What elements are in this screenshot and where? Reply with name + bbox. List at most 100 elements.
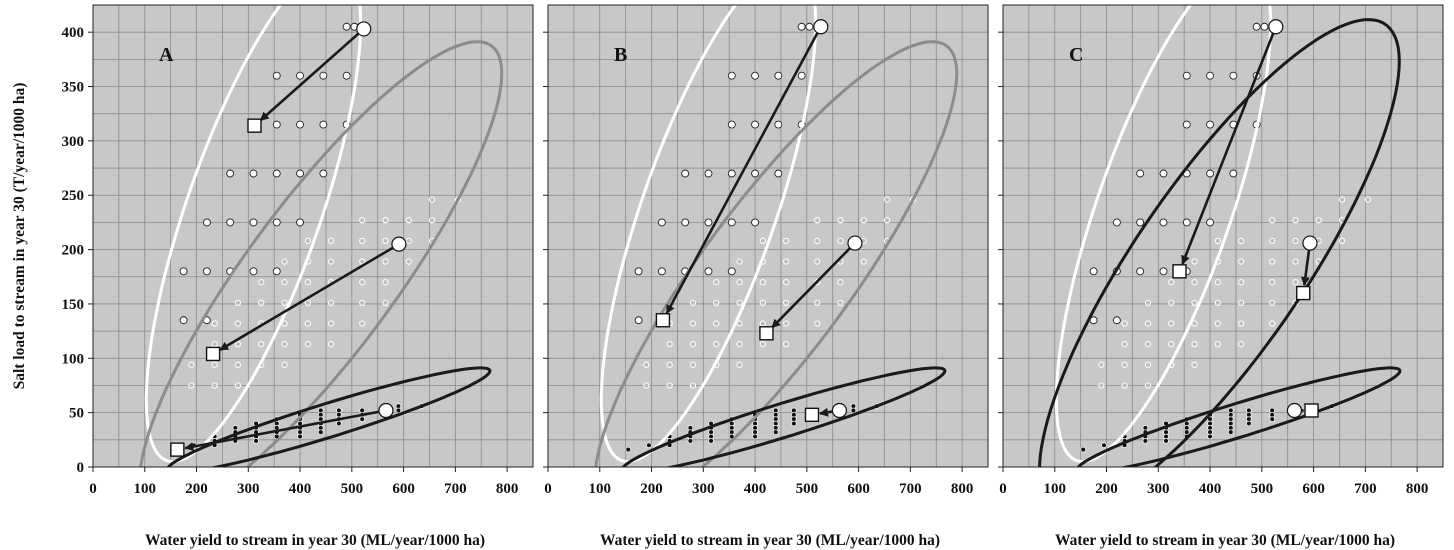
data-point-black	[359, 416, 365, 422]
start-circle-marker	[1302, 235, 1318, 251]
data-point-open	[704, 218, 713, 227]
data-point-gray	[1121, 361, 1128, 368]
panel-a: A 0 100 200 300 400 500 600 700 800 0 50 100 150 200 25…	[62, 4, 534, 549]
data-point-gray	[1121, 320, 1128, 327]
data-point-gray	[1121, 382, 1128, 389]
data-point-black	[1269, 416, 1275, 422]
data-point-open	[774, 71, 783, 80]
data-point-open	[249, 169, 258, 178]
data-point-open	[1159, 267, 1168, 276]
data-point-open	[774, 120, 783, 129]
data-point-open	[272, 71, 281, 80]
data-point-gray	[759, 279, 766, 286]
data-point-open	[634, 316, 643, 325]
arrow	[771, 247, 851, 329]
data-point-open	[226, 169, 235, 178]
plot-frame	[547, 4, 989, 468]
data-point-open	[1112, 316, 1121, 325]
data-point-gray	[883, 217, 891, 224]
data-point-gray	[736, 299, 743, 307]
x-tick-label: 0	[544, 481, 552, 497]
data-point-gray	[1191, 341, 1198, 348]
data-point-gray	[281, 279, 288, 286]
data-point-gray	[1168, 341, 1175, 348]
data-point-gray	[1168, 279, 1175, 286]
data-point-black	[1163, 438, 1169, 444]
plot-area	[548, 5, 988, 467]
y-axis-title: Salt load to stream in year 30 (T/year/1…	[11, 83, 28, 390]
data-point-gray	[689, 299, 697, 307]
data-point-open	[249, 267, 258, 276]
arrow	[1181, 32, 1275, 265]
data-point-gray	[837, 279, 844, 286]
x-tick-label: 800	[951, 481, 974, 497]
data-point-gray	[689, 361, 697, 368]
start-circle-marker	[1286, 402, 1303, 419]
data-point-open	[681, 169, 690, 178]
data-point-gray	[1144, 341, 1152, 348]
data-point-gray	[258, 341, 265, 348]
data-point-gray	[782, 279, 790, 286]
y-tick-label: 50	[69, 406, 84, 422]
data-point-gray	[1214, 299, 1221, 307]
data-point-gray	[359, 299, 366, 307]
data-point-gray	[814, 237, 821, 245]
end-square-marker	[1172, 264, 1187, 279]
data-point-gray	[234, 320, 242, 327]
data-point-gray	[327, 299, 335, 307]
data-point-open	[727, 71, 736, 80]
data-point-gray	[736, 279, 743, 286]
data-point-open	[1206, 218, 1215, 227]
data-point-black	[708, 438, 714, 444]
data-point-gray	[1364, 196, 1372, 203]
data-point-gray	[643, 361, 650, 368]
data-point-black	[1101, 442, 1107, 449]
data-point-open	[751, 169, 760, 178]
data-point-open	[179, 267, 188, 276]
data-point-gray	[814, 320, 821, 327]
data-point-gray	[1292, 217, 1299, 224]
data-point-gray	[234, 361, 242, 368]
data-point-gray	[759, 341, 766, 348]
data-point-black	[625, 446, 631, 453]
x-tick-label: 500	[1251, 481, 1274, 497]
data-point-gray	[1214, 341, 1221, 348]
data-point-gray	[1237, 279, 1245, 286]
data-point-gray	[713, 299, 720, 307]
panel-c: C 0 100 200 300 400 500 600 700 800 Water yield to…	[998, 4, 1444, 549]
data-point-gray	[1269, 299, 1276, 307]
data-point-gray	[666, 382, 673, 389]
data-point-gray	[1144, 299, 1152, 307]
data-point-gray	[1237, 341, 1245, 348]
x-tick-label: 100	[1044, 481, 1067, 497]
data-point-open	[727, 267, 736, 276]
data-point-gray	[689, 382, 697, 389]
data-point-gray	[327, 237, 335, 245]
data-point-gray	[1292, 258, 1299, 265]
data-point-gray	[1338, 237, 1346, 245]
data-point-gray	[713, 279, 720, 286]
start-circle-marker	[1268, 19, 1284, 35]
data-point-open	[1159, 218, 1168, 227]
data-point-gray	[1168, 320, 1175, 327]
data-point-gray	[188, 382, 195, 389]
data-point-black	[850, 407, 857, 414]
data-point-gray	[860, 258, 867, 265]
data-point-gray	[1214, 237, 1221, 245]
ellipse-gray	[139, 40, 504, 467]
x-tick-label: 800	[1406, 481, 1429, 497]
data-point-open	[681, 218, 690, 227]
data-point-gray	[1098, 382, 1105, 389]
data-point-open	[657, 218, 666, 227]
data-point-gray	[1168, 299, 1175, 307]
data-point-gray	[837, 299, 844, 307]
data-point-open	[296, 120, 305, 129]
data-point-open	[202, 267, 211, 276]
data-point-open	[342, 71, 351, 80]
data-point-gray	[359, 217, 366, 224]
data-point-gray	[736, 341, 743, 348]
data-point-gray	[1191, 258, 1198, 265]
data-point-gray	[759, 299, 766, 307]
data-point-gray	[1269, 258, 1276, 265]
data-point-gray	[736, 258, 743, 265]
